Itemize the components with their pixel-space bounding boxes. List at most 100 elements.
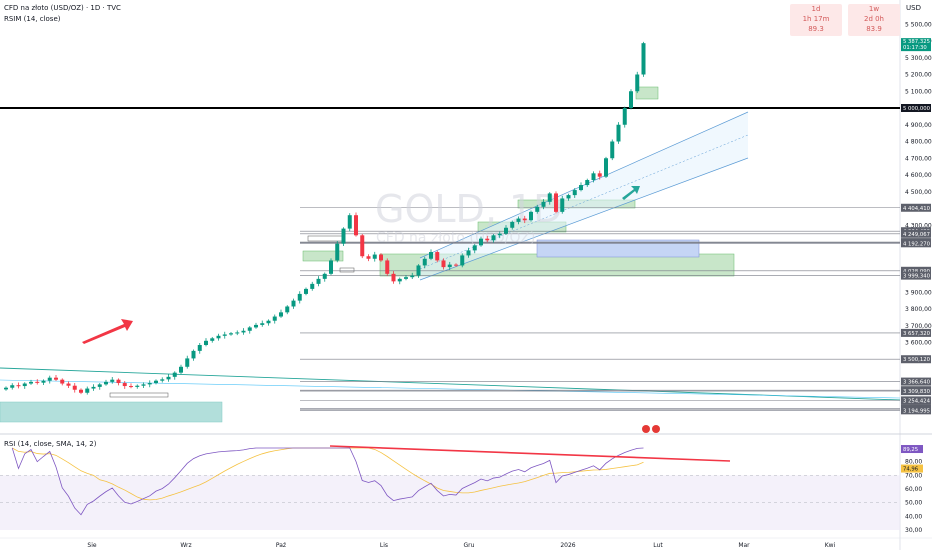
candle-body [235, 332, 240, 334]
channel-mid [419, 134, 749, 270]
time-tick: Lis [380, 542, 388, 549]
price-level-label: 4 249,067 [903, 232, 930, 238]
candle-body [154, 380, 158, 384]
candle-body [460, 255, 465, 266]
price-level-label: 4 404,410 [903, 206, 931, 212]
candle-body [85, 388, 90, 393]
candle-body [222, 334, 227, 336]
price-level-badge [901, 229, 931, 238]
candle-body [35, 381, 40, 383]
price-level-badge [901, 387, 931, 396]
candle-body [529, 211, 533, 221]
candle-body [366, 256, 371, 259]
price-level-label: 4 192,270 [903, 241, 931, 247]
time-tick: 2026 [560, 542, 575, 549]
price-level-badge [901, 271, 931, 280]
price-tick: 3 900,000 [905, 289, 932, 296]
candle-body [297, 293, 302, 301]
price-tick: 5 300,000 [905, 55, 932, 62]
candle-body [110, 379, 115, 382]
candle-body [572, 190, 577, 196]
candle-body [141, 384, 146, 386]
small-box [307, 235, 345, 242]
price-level-label: 3 500,120 [903, 357, 931, 363]
event-flag-icon [652, 425, 660, 433]
price-tick: 4 800,000 [905, 139, 932, 146]
price-level-label: 5 000,000 [903, 106, 931, 112]
candle-body [22, 383, 27, 387]
rsi-tick: 80,00 [905, 459, 922, 466]
info-box-1d: 1d 1h 17m 89.3 [790, 4, 842, 36]
candle-body [622, 108, 627, 125]
candle-body [616, 124, 621, 142]
price-level-label: 3 366,640 [903, 380, 931, 386]
event-flag-icon [642, 425, 650, 433]
candle-body [310, 283, 315, 289]
candle-body [441, 260, 446, 268]
candle-body [454, 264, 458, 266]
candle-body [504, 227, 508, 234]
candle-body [491, 235, 496, 241]
price-tick: 4 600,000 [905, 172, 932, 179]
time-tick: Gru [464, 542, 475, 549]
candle-body [591, 173, 596, 181]
price-level-badge [901, 266, 931, 275]
candle-body [604, 158, 608, 177]
info-period: 1w [868, 5, 880, 13]
info-box-1w: 1w 2d 0h 83.9 [848, 4, 900, 36]
price-level-label: 3 309,830 [903, 389, 931, 395]
price-level-badge [901, 104, 931, 112]
candle-body [129, 386, 133, 388]
candle-body [585, 180, 590, 186]
candle-body [485, 238, 490, 241]
candle-body [204, 340, 208, 346]
rsi-current-label: 89,25 [903, 447, 918, 453]
top-zone [302, 250, 344, 262]
price-level-label: 3 194,995 [903, 408, 930, 414]
study-label: RSIM (14, close) [4, 15, 61, 23]
candle-body [4, 387, 8, 390]
price-tick: 5 200,000 [905, 72, 932, 79]
candle-body [135, 385, 140, 387]
price-level-label: 3 254,424 [903, 398, 931, 404]
candle-body [179, 366, 183, 373]
candle-body [629, 91, 633, 108]
time-tick: Mar [738, 542, 750, 549]
price-tick: 3 700,000 [905, 323, 932, 330]
price-tick: 3 800,000 [905, 306, 932, 313]
candle-body [354, 215, 358, 236]
info-period: 1d [811, 5, 821, 13]
candle-body [597, 173, 602, 177]
info-value: 83.9 [866, 25, 882, 33]
rsi-tick: 60,00 [905, 486, 922, 493]
candle-body [547, 193, 552, 202]
candle-body [541, 201, 546, 207]
candle-body [147, 383, 152, 385]
rsi-divergence-line [329, 445, 731, 462]
info-time: 2d 0h [863, 15, 884, 23]
candle-body [197, 345, 202, 351]
candle-body [60, 379, 65, 384]
candle-body [285, 306, 290, 313]
candle-body [229, 333, 233, 335]
candle-body [522, 218, 527, 221]
price-level-badge [901, 239, 931, 248]
candle-body [610, 141, 615, 159]
rsi-tick: 50,00 [905, 500, 922, 507]
rsi-sma-badge [901, 464, 923, 473]
candle-body [360, 235, 365, 257]
time-tick: Sie [87, 542, 96, 549]
candle-body [185, 358, 190, 367]
price-tick: 3 600,000 [905, 340, 932, 347]
time-tick: Lut [653, 542, 663, 549]
candle-body [304, 288, 308, 294]
info-time: 1h 17m [802, 15, 830, 23]
candle-body [272, 316, 277, 321]
info-value: 89.3 [808, 25, 824, 33]
candle-body [104, 381, 108, 385]
candle-body [404, 277, 408, 279]
candle-body [435, 252, 440, 261]
candle-body [10, 385, 15, 388]
